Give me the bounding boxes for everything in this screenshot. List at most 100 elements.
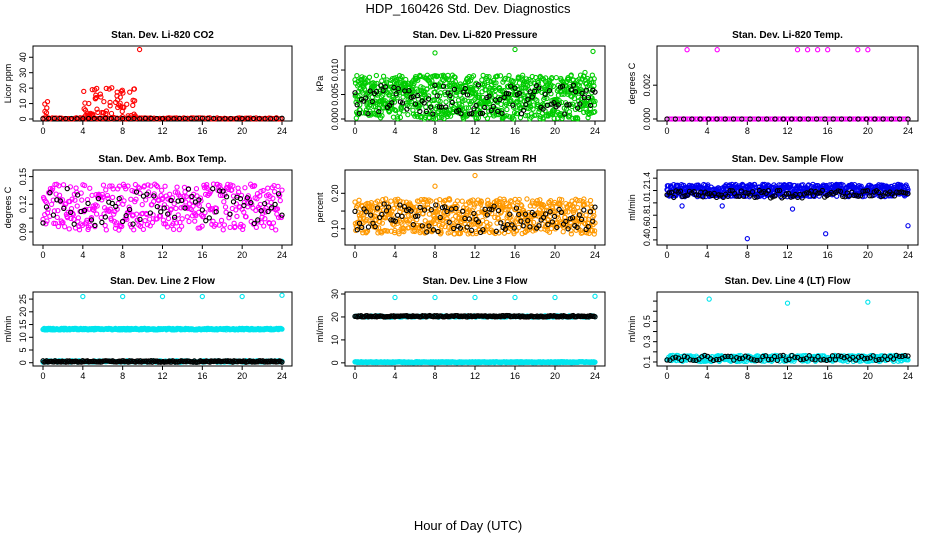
data-point <box>576 82 582 89</box>
data-point <box>830 116 836 122</box>
data-point <box>522 211 529 217</box>
data-point <box>127 89 133 95</box>
y-tick-label: 0.005 <box>330 83 340 106</box>
data-point <box>275 214 282 221</box>
data-point <box>352 208 358 214</box>
data-point <box>590 218 596 224</box>
y-axis-label: ml/min <box>627 194 637 221</box>
data-point <box>432 50 438 56</box>
data-point <box>389 212 395 218</box>
data-point <box>396 231 402 237</box>
data-point <box>437 214 443 221</box>
y-tick-label: 0 <box>18 116 28 121</box>
data-point <box>435 228 441 235</box>
chart-panel-4: Stan. Dev. Amb. Box Temp.degrees C0 4 8 12 1… <box>3 154 293 260</box>
x-tick-label: 24 <box>277 126 287 136</box>
data-point <box>164 204 170 211</box>
data-point <box>125 113 131 119</box>
data-point <box>518 218 524 224</box>
x-tick-label: 4 <box>392 126 397 136</box>
data-point <box>272 201 278 208</box>
data-point <box>43 221 49 227</box>
data-point <box>68 209 74 215</box>
data-point <box>399 73 405 80</box>
x-tick-label: 20 <box>237 371 247 381</box>
data-point <box>888 116 895 122</box>
data-point <box>566 112 573 118</box>
y-tick-label: 0.000 <box>330 108 340 131</box>
data-point <box>235 189 242 195</box>
data-point <box>395 116 401 122</box>
data-point <box>591 228 598 234</box>
data-point <box>498 220 504 226</box>
data-point <box>220 227 226 233</box>
data-point <box>124 101 130 107</box>
y-tick-label: 0.010 <box>330 59 340 82</box>
chart-title: Stan. Dev. Amb. Box Temp. <box>98 154 226 165</box>
data-point <box>173 205 179 212</box>
data-point <box>421 207 428 213</box>
data-points <box>40 181 285 233</box>
data-point <box>592 204 598 210</box>
data-point <box>184 214 190 220</box>
data-point <box>520 72 526 78</box>
data-point <box>182 115 188 122</box>
data-point <box>363 95 369 101</box>
data-point <box>148 115 154 122</box>
data-point <box>435 207 442 213</box>
x-tick-label: 12 <box>470 371 480 381</box>
plot-frame <box>32 45 293 122</box>
y-tick-label: 20 <box>18 83 28 93</box>
data-point <box>262 116 268 122</box>
data-point <box>61 205 67 211</box>
data-point <box>234 213 240 220</box>
data-point <box>739 116 745 122</box>
data-points <box>664 181 911 242</box>
data-point <box>437 98 443 105</box>
data-point <box>69 196 75 202</box>
data-point <box>426 93 432 99</box>
data-point <box>479 110 486 117</box>
data-point <box>471 110 478 117</box>
data-point <box>486 206 493 212</box>
data-point <box>464 92 471 98</box>
data-point <box>780 116 786 122</box>
data-point <box>393 91 399 97</box>
data-point <box>493 80 499 86</box>
data-point <box>516 211 522 218</box>
data-point <box>60 219 66 226</box>
data-point <box>196 209 202 215</box>
data-point <box>465 105 472 111</box>
plot-frame <box>656 45 919 122</box>
data-point <box>250 115 257 122</box>
data-point <box>484 115 491 121</box>
data-point <box>127 221 133 228</box>
data-point <box>470 73 477 79</box>
data-point <box>457 225 464 231</box>
data-point <box>515 75 522 81</box>
data-point <box>94 106 100 112</box>
data-point <box>813 116 820 122</box>
data-point <box>789 206 796 212</box>
data-point <box>135 217 141 223</box>
data-point <box>418 73 424 80</box>
x-tick-label: 8 <box>432 250 437 260</box>
data-point <box>154 203 160 210</box>
y-axis-label: degrees C <box>3 186 13 228</box>
data-point <box>178 197 185 204</box>
data-point <box>680 116 687 122</box>
data-point <box>216 116 223 122</box>
data-point <box>482 104 488 111</box>
x-tick-label: 4 <box>392 250 397 260</box>
data-point <box>107 99 113 106</box>
data-point <box>66 226 72 232</box>
data-point <box>57 198 63 204</box>
data-point <box>85 226 91 233</box>
data-point <box>100 194 106 200</box>
data-point <box>383 196 389 202</box>
data-point <box>590 48 596 55</box>
data-point <box>118 88 125 94</box>
data-point <box>98 94 104 100</box>
data-point <box>50 185 56 191</box>
